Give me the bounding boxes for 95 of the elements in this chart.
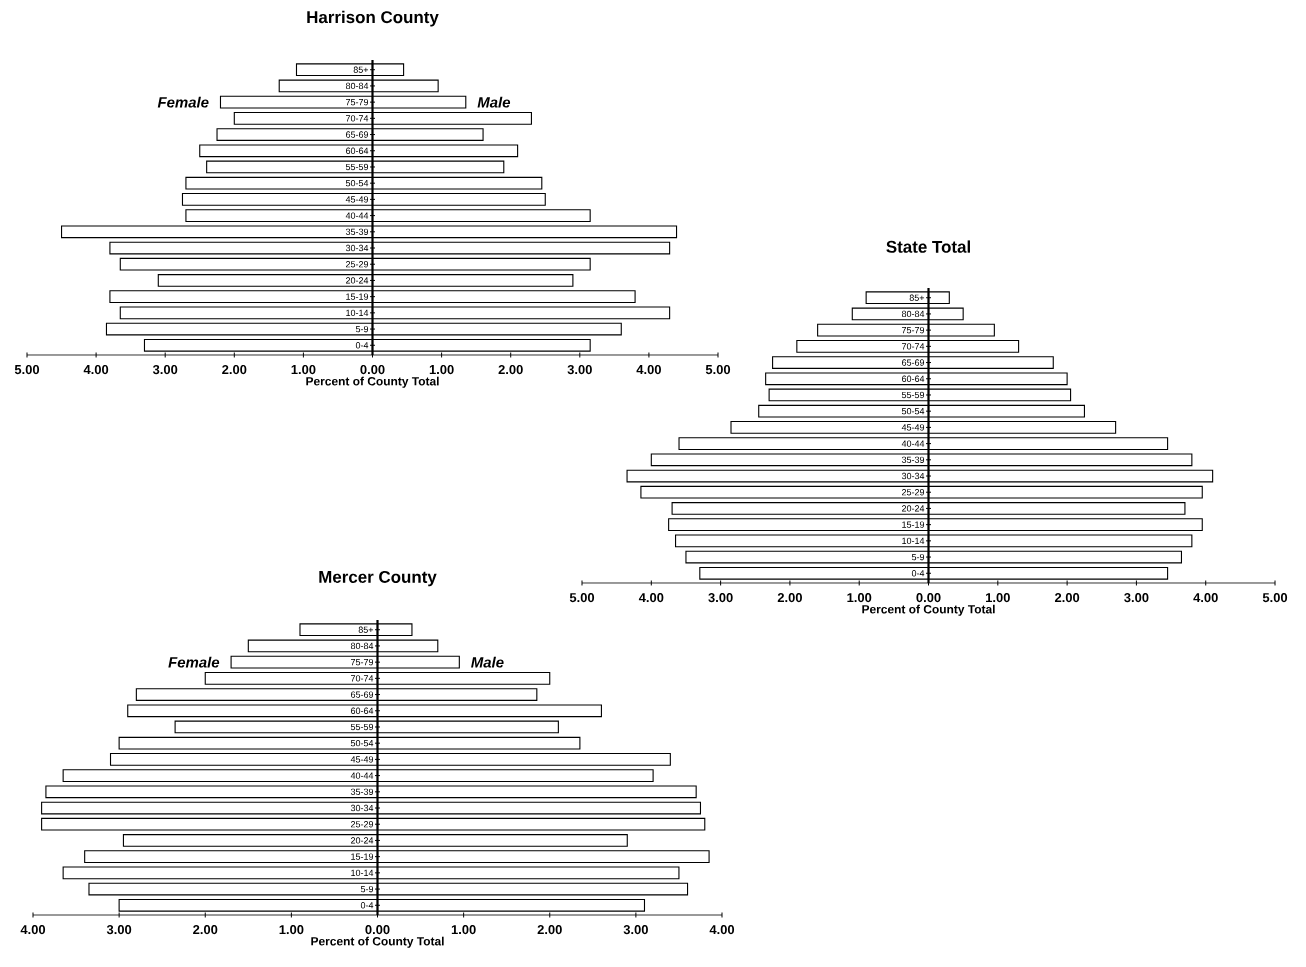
y-tick-label: 60-64 — [902, 375, 925, 382]
x-tick-label: 4.00 — [20, 924, 46, 935]
y-tick-label: 30-34 — [350, 804, 374, 812]
y-tick-label: 75-79 — [346, 98, 369, 106]
x-tick-label: 3.00 — [152, 364, 178, 375]
y-tick-label: 70-74 — [346, 115, 369, 122]
y-tick-label: 65-69 — [346, 131, 369, 138]
y-tick-label: 20-24 — [346, 277, 369, 284]
x-tick-label: 5.00 — [1262, 592, 1288, 603]
y-tick-label: 30-34 — [345, 244, 369, 252]
chart-title: State Total — [886, 240, 970, 253]
series-label: Female — [157, 96, 209, 108]
x-tick-label: 5.00 — [705, 364, 731, 375]
y-tick-label: 85+ — [353, 66, 369, 73]
y-tick-label: 0-4 — [911, 570, 925, 577]
y-tick-label: 55-59 — [345, 163, 369, 171]
y-tick-label: 40-44 — [345, 212, 369, 219]
x-tick-label: 3.00 — [106, 924, 132, 935]
series-label: Male — [477, 96, 511, 108]
x-tick-label: 2.00 — [222, 364, 247, 375]
y-tick-label: 35-39 — [901, 456, 925, 463]
x-tick-label: 1.00 — [847, 592, 872, 603]
y-tick-label: 0-4 — [355, 342, 369, 349]
x-axis-title: Percent of County Total — [862, 604, 995, 616]
x-tick-label: 2.00 — [777, 592, 802, 603]
x-tick-label: 1.00 — [986, 592, 1010, 603]
x-tick-label: 5.00 — [569, 592, 595, 603]
y-tick-label: 70-74 — [902, 343, 925, 350]
y-tick-label: 80-84 — [350, 642, 374, 650]
x-axis-title: Percent of County Total — [306, 376, 439, 388]
x-tick-label: 4.00 — [638, 592, 664, 603]
y-tick-label: 80-84 — [901, 310, 925, 318]
y-tick-label: 45-49 — [345, 196, 369, 203]
y-tick-label: 15-19 — [902, 521, 925, 528]
series-label: Female — [168, 656, 220, 668]
y-tick-label: 5-9 — [355, 325, 369, 333]
y-tick-label: 0-4 — [360, 902, 374, 909]
x-tick-label: 4.00 — [709, 924, 735, 935]
y-tick-label: 50-54 — [901, 408, 925, 415]
x-tick-label: 3.00 — [708, 592, 733, 603]
y-tick-label: 25-29 — [902, 489, 925, 496]
x-tick-label: 1.00 — [279, 924, 304, 935]
y-tick-label: 25-29 — [346, 261, 369, 268]
x-tick-label: 3.00 — [1124, 592, 1149, 603]
y-tick-label: 75-79 — [902, 326, 925, 334]
x-tick-label: 1.00 — [429, 364, 454, 375]
y-tick-label: 20-24 — [902, 505, 925, 512]
y-tick-label: 15-19 — [346, 293, 369, 300]
y-tick-label: 55-59 — [350, 723, 374, 731]
y-tick-label: 35-39 — [345, 228, 369, 235]
x-tick-label: 4.00 — [83, 364, 109, 375]
x-tick-label: 1.00 — [451, 924, 476, 935]
y-tick-label: 45-49 — [901, 424, 925, 431]
x-tick-label: 2.00 — [193, 924, 218, 935]
series-label: Male — [471, 656, 504, 668]
x-tick-label: 0.00 — [916, 592, 941, 603]
x-tick-label: 3.00 — [567, 364, 592, 375]
y-tick-label: 55-59 — [901, 391, 925, 399]
y-tick-label: 45-49 — [350, 756, 374, 763]
y-tick-label: 35-39 — [350, 788, 374, 795]
y-tick-label: 80-84 — [345, 82, 369, 90]
x-axis-title: Percent of County Total — [311, 936, 444, 948]
y-tick-label: 25-29 — [351, 821, 374, 828]
x-tick-label: 2.00 — [537, 924, 562, 935]
y-tick-label: 85+ — [358, 626, 374, 633]
y-tick-label: 50-54 — [350, 740, 374, 747]
y-tick-label: 85+ — [909, 294, 925, 301]
chart-title: Harrison County — [307, 10, 439, 27]
y-tick-label: 40-44 — [350, 772, 374, 779]
x-tick-label: 4.00 — [636, 364, 661, 375]
y-tick-label: 30-34 — [901, 472, 925, 480]
y-tick-label: 15-19 — [351, 853, 374, 860]
y-tick-label: 20-24 — [351, 837, 374, 844]
chart-title: Mercer County — [319, 570, 437, 587]
y-tick-label: 5-9 — [360, 885, 374, 893]
y-tick-label: 50-54 — [345, 180, 369, 187]
x-tick-label: 2.00 — [1054, 592, 1080, 603]
x-tick-label: 0.00 — [365, 924, 390, 935]
y-tick-label: 10-14 — [351, 869, 374, 877]
x-tick-label: 3.00 — [623, 924, 648, 935]
x-tick-label: 2.00 — [498, 364, 523, 375]
y-tick-label: 10-14 — [902, 537, 925, 545]
y-tick-label: 65-69 — [902, 359, 925, 366]
y-tick-label: 5-9 — [911, 553, 925, 561]
y-tick-label: 65-69 — [351, 691, 374, 698]
x-tick-label: 1.00 — [291, 364, 316, 375]
y-tick-label: 10-14 — [346, 309, 369, 317]
x-tick-label: 0.00 — [360, 364, 385, 375]
y-tick-label: 70-74 — [351, 675, 374, 682]
x-tick-label: 4.00 — [1193, 592, 1218, 603]
y-tick-label: 60-64 — [351, 707, 374, 714]
y-tick-label: 75-79 — [351, 658, 374, 666]
x-tick-label: 5.00 — [14, 364, 40, 375]
y-tick-label: 60-64 — [346, 147, 369, 154]
y-tick-label: 40-44 — [901, 440, 925, 447]
